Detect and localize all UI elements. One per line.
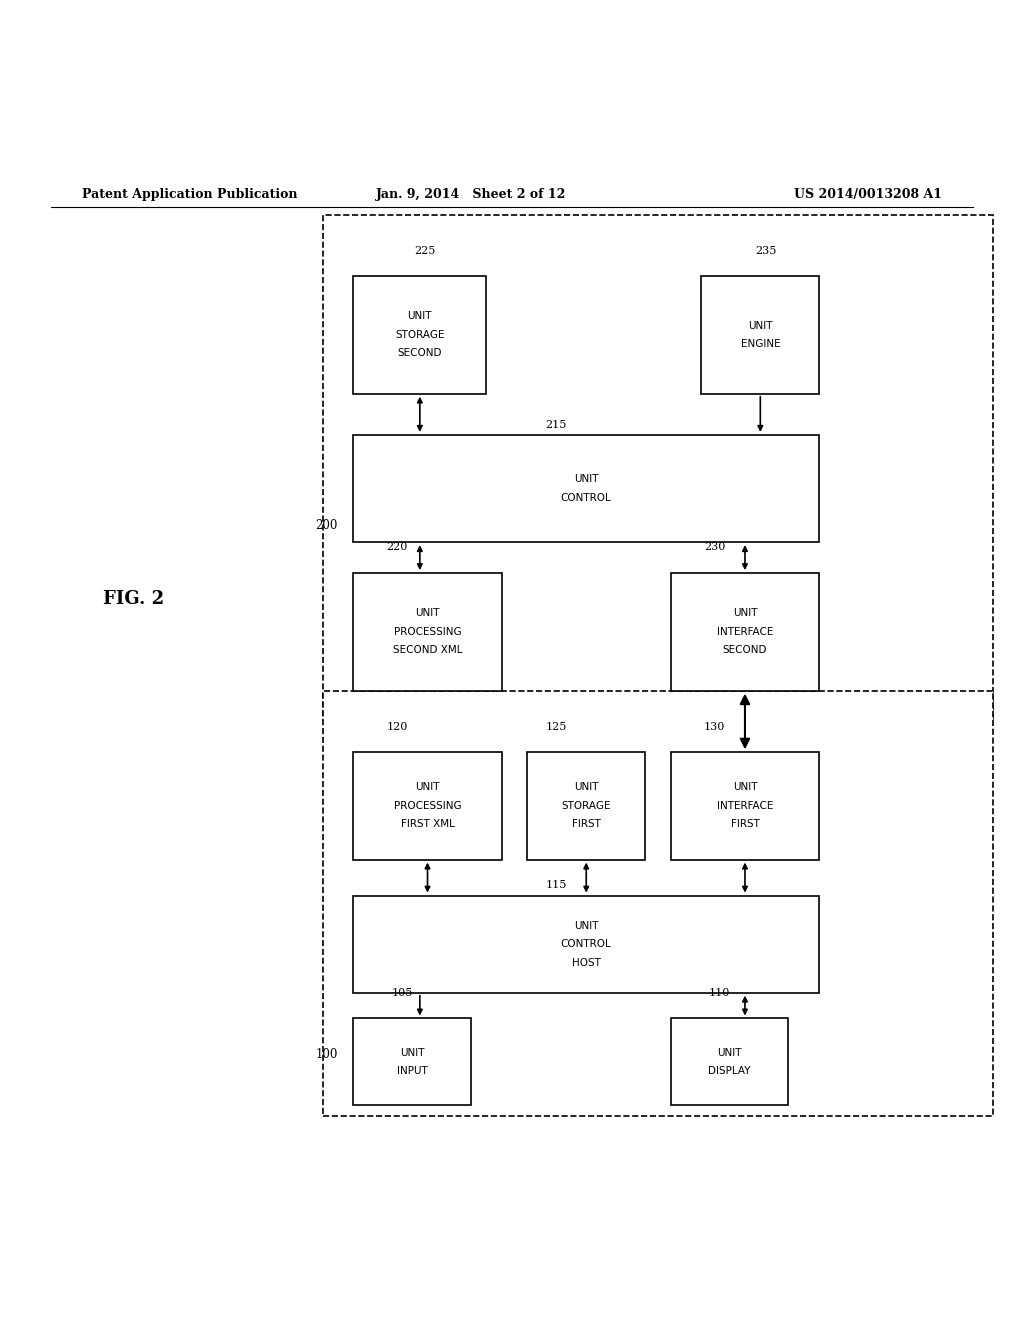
Text: DISPLAY: DISPLAY bbox=[709, 1067, 751, 1076]
Text: 125: 125 bbox=[546, 722, 566, 731]
Text: UNIT: UNIT bbox=[408, 312, 432, 322]
FancyBboxPatch shape bbox=[353, 895, 819, 993]
Text: FIRST: FIRST bbox=[571, 820, 601, 829]
Text: FIRST: FIRST bbox=[730, 820, 760, 829]
Text: INTERFACE: INTERFACE bbox=[717, 801, 773, 810]
Text: Patent Application Publication: Patent Application Publication bbox=[82, 187, 297, 201]
FancyBboxPatch shape bbox=[353, 276, 486, 393]
Text: 110: 110 bbox=[709, 987, 730, 998]
Text: UNIT: UNIT bbox=[574, 921, 598, 931]
Text: CONTROL: CONTROL bbox=[561, 492, 611, 503]
Text: PROCESSING: PROCESSING bbox=[393, 627, 462, 636]
Text: SECOND: SECOND bbox=[397, 348, 442, 358]
Text: UNIT: UNIT bbox=[749, 321, 772, 331]
FancyBboxPatch shape bbox=[701, 276, 819, 393]
Text: UNIT: UNIT bbox=[416, 783, 439, 792]
Text: 220: 220 bbox=[387, 543, 408, 553]
Text: 130: 130 bbox=[705, 722, 725, 731]
Text: 235: 235 bbox=[756, 246, 776, 256]
Text: UNIT: UNIT bbox=[400, 1048, 424, 1057]
FancyBboxPatch shape bbox=[353, 434, 819, 543]
Text: 215: 215 bbox=[545, 420, 566, 429]
Text: Jan. 9, 2014   Sheet 2 of 12: Jan. 9, 2014 Sheet 2 of 12 bbox=[376, 187, 566, 201]
Text: UNIT: UNIT bbox=[574, 783, 598, 792]
Text: PROCESSING: PROCESSING bbox=[393, 801, 462, 810]
FancyBboxPatch shape bbox=[323, 215, 993, 722]
Text: US 2014/0013208 A1: US 2014/0013208 A1 bbox=[794, 187, 942, 201]
Text: 100: 100 bbox=[315, 1048, 338, 1061]
Text: STORAGE: STORAGE bbox=[395, 330, 444, 339]
FancyBboxPatch shape bbox=[353, 1019, 471, 1105]
FancyBboxPatch shape bbox=[671, 1019, 788, 1105]
Text: UNIT: UNIT bbox=[574, 474, 598, 484]
Text: UNIT: UNIT bbox=[733, 609, 757, 618]
FancyBboxPatch shape bbox=[353, 573, 502, 690]
FancyBboxPatch shape bbox=[671, 752, 819, 859]
Text: UNIT: UNIT bbox=[718, 1048, 741, 1057]
Text: HOST: HOST bbox=[571, 957, 601, 968]
Text: STORAGE: STORAGE bbox=[561, 801, 611, 810]
Text: FIG. 2: FIG. 2 bbox=[102, 590, 164, 607]
FancyBboxPatch shape bbox=[527, 752, 645, 859]
FancyBboxPatch shape bbox=[671, 573, 819, 690]
Text: UNIT: UNIT bbox=[733, 783, 757, 792]
Text: ENGINE: ENGINE bbox=[740, 339, 780, 348]
FancyBboxPatch shape bbox=[323, 690, 993, 1115]
Text: 225: 225 bbox=[415, 246, 436, 256]
Text: 230: 230 bbox=[705, 543, 725, 553]
Text: CONTROL: CONTROL bbox=[561, 939, 611, 949]
Text: 115: 115 bbox=[545, 880, 566, 891]
Text: INPUT: INPUT bbox=[396, 1067, 428, 1076]
Text: 120: 120 bbox=[387, 722, 408, 731]
Text: FIRST XML: FIRST XML bbox=[400, 820, 455, 829]
Text: SECOND: SECOND bbox=[723, 645, 767, 655]
Text: INTERFACE: INTERFACE bbox=[717, 627, 773, 636]
Text: 105: 105 bbox=[391, 987, 413, 998]
Text: UNIT: UNIT bbox=[416, 609, 439, 618]
FancyBboxPatch shape bbox=[353, 752, 502, 859]
Text: 200: 200 bbox=[315, 519, 338, 532]
Text: SECOND XML: SECOND XML bbox=[393, 645, 462, 655]
